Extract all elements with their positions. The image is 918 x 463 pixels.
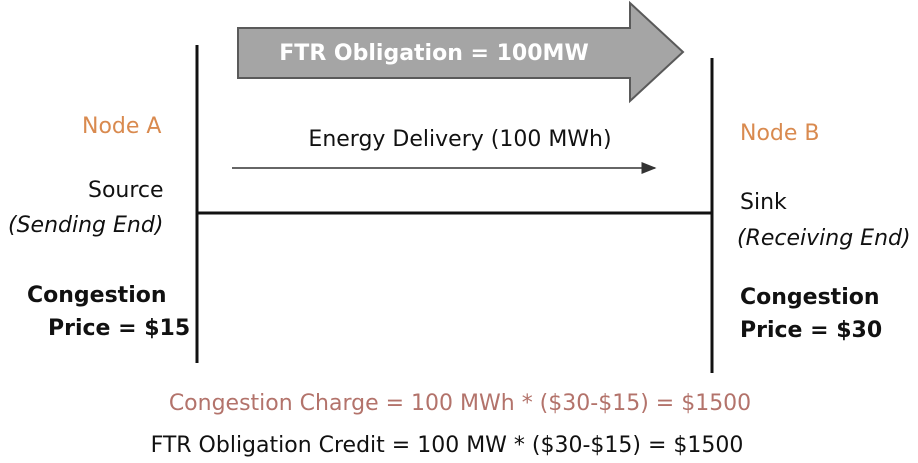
congestion-charge: Congestion Charge = 100 MWh * ($30-$15) … (169, 391, 751, 416)
node-b-name: Node B (740, 121, 820, 146)
node-a-price-line1: Congestion (27, 283, 167, 308)
node-a-name: Node A (82, 114, 161, 139)
ftr-arrow-label: FTR Obligation = 100MW (279, 41, 588, 66)
node-b-price-line2: Price = $30 (740, 318, 882, 343)
node-b-role-detail: (Receiving End) (737, 226, 911, 251)
node-a-price-line2: Price = $15 (48, 316, 190, 341)
energy-label: Energy Delivery (100 MWh) (308, 127, 611, 152)
node-a-role: Source (88, 178, 164, 203)
ftr-credit: FTR Obligation Credit = 100 MW * ($30-$1… (151, 433, 744, 458)
node-b-role: Sink (740, 190, 787, 215)
ftr-arrow (237, 0, 685, 104)
node-b-price-line1: Congestion (740, 285, 880, 310)
node-a-role-detail: (Sending End) (8, 213, 163, 238)
